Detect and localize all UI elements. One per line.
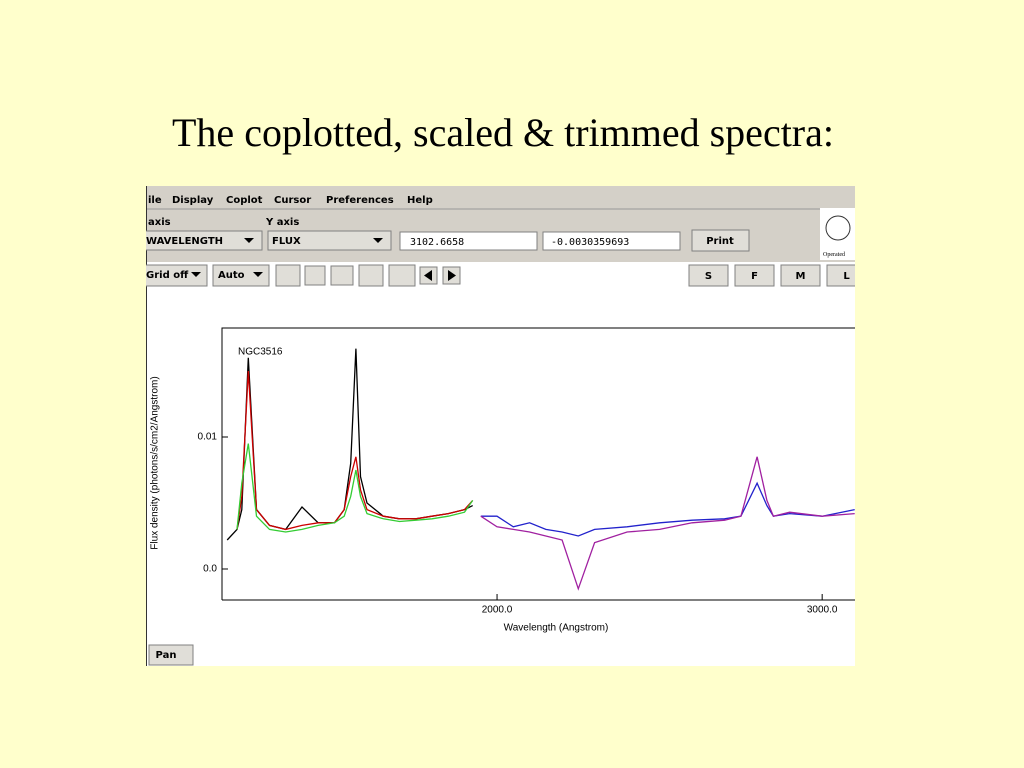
logo [820, 208, 855, 260]
y-axis-combo[interactable] [267, 230, 392, 251]
cursor-x: 3102.6658 [410, 237, 464, 248]
zoom-button[interactable] [826, 264, 866, 287]
scale-label: Auto [218, 270, 245, 281]
x-axis-combo[interactable] [144, 230, 263, 251]
spectrum-line [480, 456, 855, 591]
zoom-label: M [796, 271, 806, 282]
slide-title: The coplotted, scaled & trimmed spectra: [172, 110, 834, 155]
menu-item[interactable]: Cursor [274, 195, 311, 206]
menu-item[interactable]: Preferences [326, 195, 394, 206]
cursor-y: -0.0030359693 [551, 237, 629, 248]
back-icon[interactable] [330, 265, 354, 286]
logo-emblem [825, 215, 851, 241]
zoom-in-icon[interactable] [388, 264, 416, 287]
plot-frame [221, 327, 855, 601]
print-button[interactable] [691, 229, 750, 252]
x-tick-label: 2000.0 [482, 605, 513, 616]
zoom-button[interactable] [688, 264, 729, 287]
cursor-x-field[interactable] [399, 231, 538, 251]
combo-arrow [191, 272, 201, 277]
grid-label: Grid off [146, 270, 189, 281]
scale-button[interactable] [212, 264, 270, 287]
zoom-out-icon[interactable] [358, 264, 384, 287]
pan-button[interactable] [148, 644, 194, 666]
y-axis-choice: FLUX [272, 236, 301, 247]
menu-item[interactable]: ile [148, 195, 162, 206]
menu-item[interactable]: Display [172, 195, 214, 206]
x-axis-title: Wavelength (Angstrom) [504, 623, 609, 634]
combo-arrow [373, 238, 383, 243]
combo-arrow [253, 272, 263, 277]
pan-label: Pan [156, 650, 177, 661]
plot: NGC3516 Wavelength (Angstrom) Flux densi… [150, 327, 855, 634]
y-tick-label: 0.0 [203, 564, 217, 575]
y-tick-label: 0.01 [198, 432, 218, 443]
menu-item[interactable]: Coplot [226, 195, 263, 206]
spectrum-line [236, 370, 474, 531]
tool-icons [275, 264, 461, 287]
y-axis-label: Y axis [265, 217, 299, 228]
zoom-label: L [843, 271, 850, 282]
top-icon[interactable] [304, 265, 326, 286]
redraw-icon[interactable] [275, 264, 301, 287]
logo-text: Operated [823, 252, 845, 258]
x-axis-label: axis [148, 217, 171, 228]
print-label: Print [706, 236, 734, 247]
spectrum-line [236, 443, 474, 533]
cursor-y-field[interactable] [542, 231, 681, 251]
grid-button[interactable] [144, 264, 208, 287]
zoom-label: F [751, 271, 758, 282]
x-tick-label: 3000.0 [807, 605, 838, 616]
menu-item[interactable]: Help [407, 195, 433, 206]
zoom-button[interactable] [734, 264, 775, 287]
y-axis-title: Flux density (photons/s/cm2/Angstrom) [150, 376, 161, 549]
app-window: ile Display Coplot Cursor Preferences Help ax… [144, 186, 866, 666]
arrow-glyphs [424, 270, 456, 281]
zoom-label: S [705, 271, 712, 282]
x-axis-choice: WAVELENGTH [146, 236, 223, 247]
annotation: NGC3516 [238, 347, 283, 358]
combo-arrow [244, 238, 254, 243]
zoom-button[interactable] [780, 264, 821, 287]
